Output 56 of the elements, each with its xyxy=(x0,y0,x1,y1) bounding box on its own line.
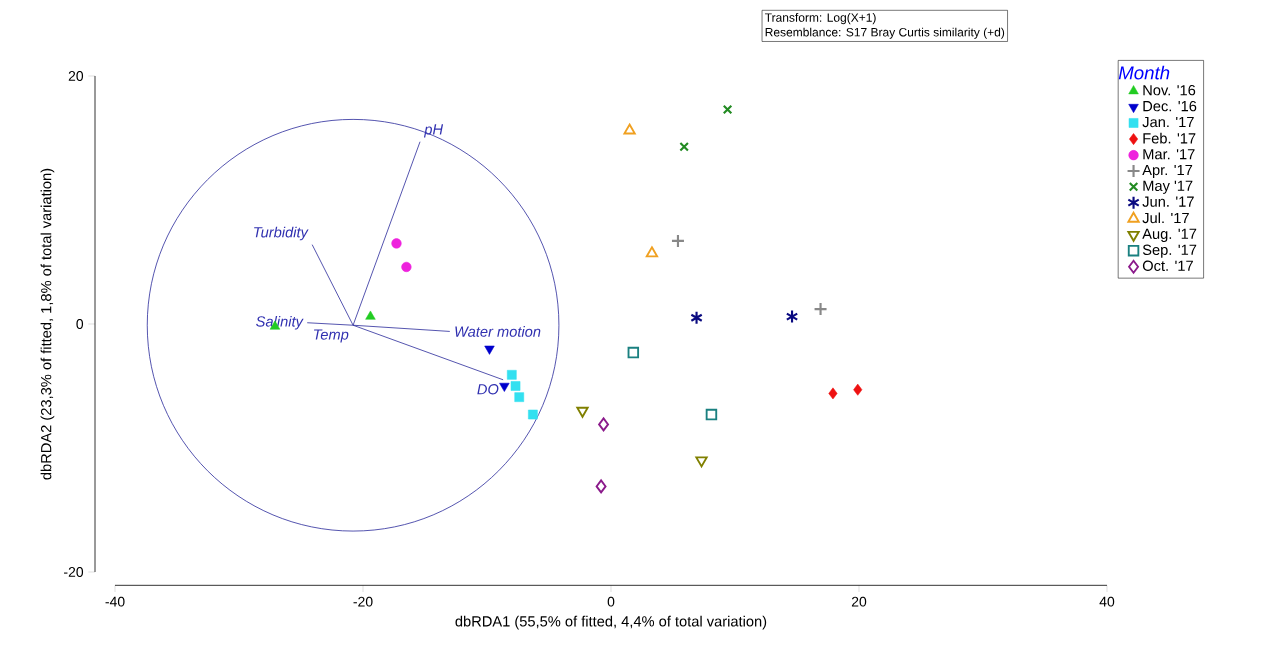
point xyxy=(507,370,517,380)
legend-label: Dec. '16 xyxy=(1143,100,1197,112)
point xyxy=(510,381,521,391)
y-tick-label: 20 xyxy=(68,71,84,81)
series-label: Salinity xyxy=(256,315,304,330)
point xyxy=(499,382,510,392)
x-axis-title: dbRDA1 (55,5% of fitted, 4,4% of total variation) xyxy=(455,615,767,630)
legend-label: Feb. '17 xyxy=(1143,132,1196,144)
legend-label: Jun. '17 xyxy=(1142,196,1194,207)
x-tick-label: 0 xyxy=(607,596,615,607)
point xyxy=(484,345,495,355)
x-tick-label: 20 xyxy=(851,596,867,607)
point xyxy=(813,302,828,317)
point xyxy=(598,417,609,432)
legend-label: May '17 xyxy=(1143,180,1193,194)
point xyxy=(391,238,402,249)
point xyxy=(365,310,376,320)
legend-title: Month xyxy=(1118,65,1170,80)
point xyxy=(576,406,589,418)
point xyxy=(627,346,640,359)
point xyxy=(595,479,607,494)
point xyxy=(528,409,538,420)
legend-label: Nov. '16 xyxy=(1143,85,1196,96)
point xyxy=(670,233,686,248)
x-tick-label: 40 xyxy=(1099,596,1115,607)
point xyxy=(853,383,863,396)
point xyxy=(401,261,412,273)
legend-label: Oct. '17 xyxy=(1142,260,1193,271)
series-label: pH xyxy=(423,124,444,138)
point xyxy=(690,310,703,325)
point xyxy=(645,246,659,258)
point xyxy=(705,408,718,421)
point xyxy=(828,387,838,400)
y-axis-title: dbRDA2 (23,3% of fitted, 1,8% of total variation) xyxy=(40,168,55,480)
point xyxy=(679,141,689,152)
legend-label: Mar. '17 xyxy=(1143,149,1195,160)
annotation: Temp xyxy=(313,329,349,343)
legend-label: Apr. '17 xyxy=(1142,164,1193,179)
y-tick-label: -20 xyxy=(64,567,84,577)
x-tick-label: -40 xyxy=(105,596,125,607)
legend-label: Sep. '17 xyxy=(1142,244,1197,258)
series-label: DO xyxy=(477,384,499,395)
legend-label: Jul. '17 xyxy=(1142,212,1189,224)
series-label: Turbidity xyxy=(254,226,309,241)
text: Transform: Log(X+1) xyxy=(764,12,876,25)
point xyxy=(695,456,708,468)
point xyxy=(623,123,636,135)
x-tick-label: -20 xyxy=(353,596,373,607)
point xyxy=(722,104,733,115)
y-tick-label: 0 xyxy=(76,319,84,329)
series-label: Water motion xyxy=(455,326,541,337)
legend-label: Jan. '17 xyxy=(1142,116,1194,128)
text: Resemblance: S17 Bray Curtis similarity (+d) xyxy=(765,27,1005,39)
point xyxy=(514,392,525,402)
legend-label: Aug. '17 xyxy=(1142,228,1197,242)
point xyxy=(785,309,799,324)
